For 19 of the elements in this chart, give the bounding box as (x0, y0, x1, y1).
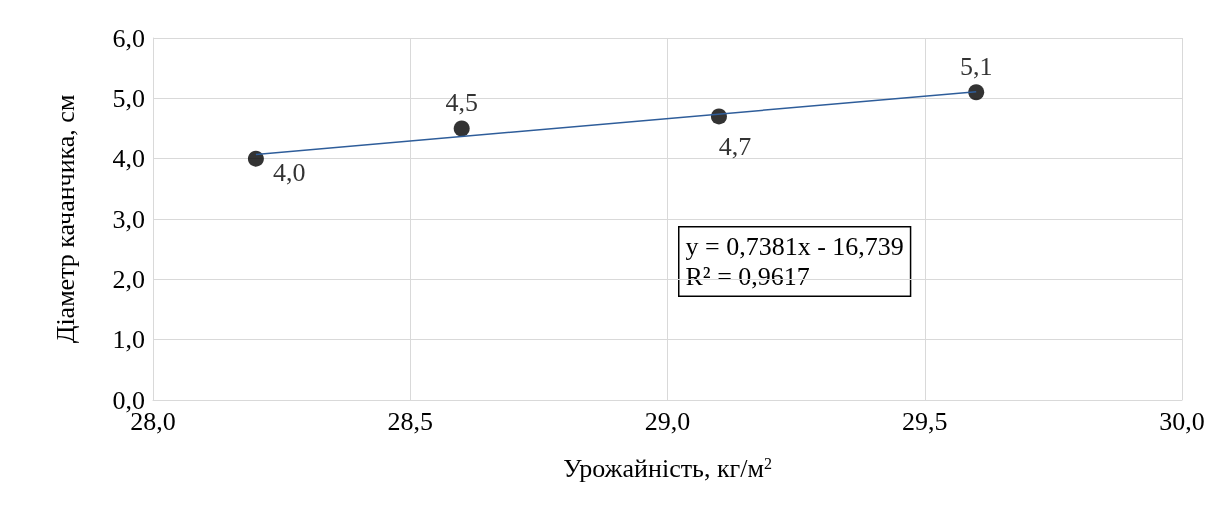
data-label: 4,0 (272, 158, 306, 188)
y-tick-label: 3,0 (112, 204, 145, 234)
point (453, 120, 470, 137)
y-tick-label: 4,0 (112, 144, 145, 174)
x-tick-label: 29,0 (644, 406, 691, 436)
y-tick-label: 2,0 (112, 264, 145, 294)
data-label: 4,5 (445, 88, 478, 117)
y-axis-title: Діаметр качанчика, см (50, 94, 80, 344)
data-label: 5,1 (959, 51, 993, 81)
x-tick-label: 30,0 (1159, 406, 1205, 436)
data-label: 4,7 (718, 131, 752, 161)
annotation: y = 0,7381x - 16,739 R² = 0,9617 (685, 232, 904, 291)
x-tick-label: 29,5 (902, 406, 948, 436)
point (247, 150, 264, 167)
y-tick-label: 5,0 (112, 83, 145, 113)
x-tick-label: 28,5 (387, 406, 433, 436)
y-tick-label: 1,0 (112, 325, 145, 355)
y-tick-label: 6,0 (112, 23, 145, 53)
point (968, 84, 985, 101)
